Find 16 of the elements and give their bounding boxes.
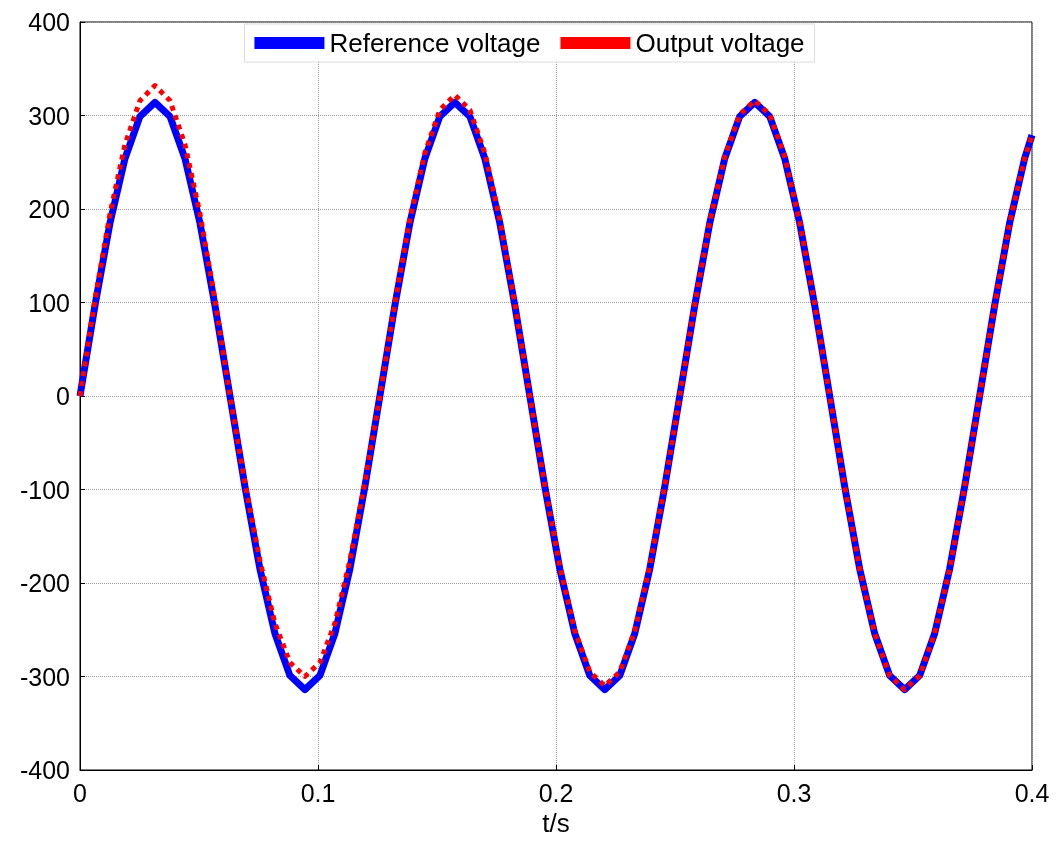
x-axis-title: t/s: [542, 807, 570, 838]
y-tick-label: -300: [19, 662, 70, 691]
x-tick-label: 0.4: [1014, 778, 1050, 807]
legend-label: Reference voltage: [329, 28, 541, 58]
x-tick-label: 0.3: [776, 778, 812, 807]
legend-label: Output voltage: [635, 28, 805, 58]
y-tick-label: -400: [19, 756, 70, 784]
y-tick-label: 0: [56, 382, 70, 410]
x-tick-label: 0.2: [538, 778, 574, 807]
y-tick-label: 200: [28, 195, 70, 223]
y-tick-label: 400: [28, 8, 70, 36]
x-tick-label: 0.1: [300, 778, 336, 807]
y-tick-label: -200: [19, 569, 70, 597]
y-tick-label: -100: [19, 475, 70, 504]
y-tick-label: 300: [28, 101, 70, 130]
y-tick-label: 100: [28, 288, 70, 317]
